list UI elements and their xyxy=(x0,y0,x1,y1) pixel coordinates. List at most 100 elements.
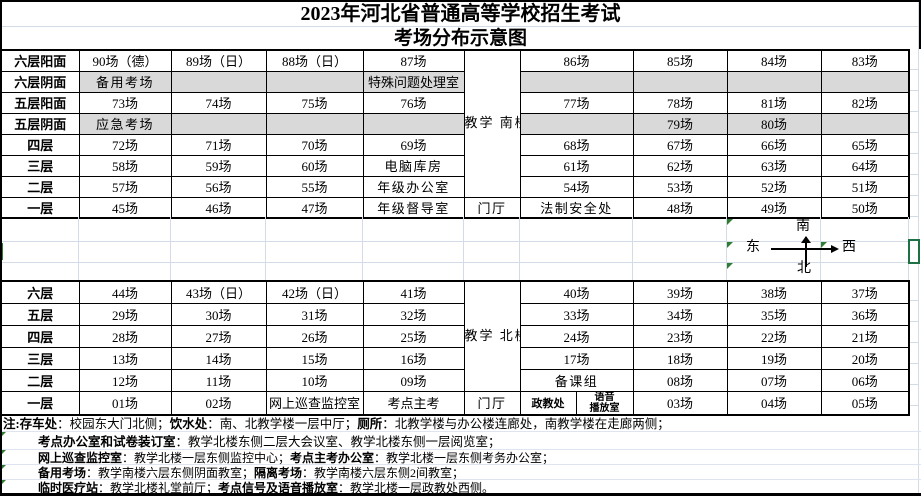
exam-room-cell[interactable]: 70场 xyxy=(265,133,364,156)
floor-label[interactable]: 六层阴面 xyxy=(0,70,80,93)
exam-room-cell[interactable]: 06场 xyxy=(820,368,910,392)
computer-storage-cell[interactable]: 电脑库房 xyxy=(362,154,465,177)
floor-label[interactable]: 一层 xyxy=(0,390,80,415)
grade-supervision-cell[interactable]: 年级督导室 xyxy=(362,196,465,219)
exam-room-cell[interactable]: 15场 xyxy=(265,346,364,370)
exam-room-cell[interactable]: 81场 xyxy=(726,91,822,114)
exam-room-cell[interactable]: 09场 xyxy=(362,368,465,392)
exam-room-cell[interactable]: 10场 xyxy=(265,368,364,392)
exam-room-cell[interactable]: 61场 xyxy=(519,154,634,177)
exam-room-cell[interactable]: 17场 xyxy=(519,346,634,370)
exam-room-cell[interactable]: 48场 xyxy=(632,196,728,219)
exam-room-cell[interactable]: 49场 xyxy=(726,196,822,219)
empty-cell[interactable] xyxy=(519,112,634,135)
backup-room-cell[interactable]: 备用考场 xyxy=(78,70,172,93)
empty-cell[interactable] xyxy=(632,70,728,93)
exam-room-cell[interactable]: 58场 xyxy=(78,154,172,177)
floor-label[interactable]: 四层 xyxy=(0,133,80,156)
floor-label[interactable]: 三层 xyxy=(0,346,80,370)
exam-room-cell[interactable]: 54场 xyxy=(519,175,634,198)
floor-label[interactable]: 二层 xyxy=(0,368,80,392)
exam-room-cell[interactable]: 68场 xyxy=(519,133,634,156)
empty-cell[interactable] xyxy=(170,112,267,135)
floor-label[interactable]: 二层 xyxy=(0,175,80,198)
exam-room-cell[interactable]: 50场 xyxy=(820,196,910,219)
emergency-room-cell[interactable]: 应急考场 xyxy=(78,112,172,135)
exam-room-cell[interactable]: 66场 xyxy=(726,133,822,156)
audio-broadcast-room-cell[interactable]: 语音 播放室 xyxy=(589,391,620,414)
floor-label[interactable]: 五层阴面 xyxy=(0,112,80,135)
note-row[interactable]: 考点办公室和试卷装订室 ：教学北楼东侧二层大会议室、教学北楼东侧一层阅览室； xyxy=(0,431,921,449)
exam-room-cell[interactable]: 63场 xyxy=(726,154,822,177)
empty-cell[interactable] xyxy=(362,112,465,135)
exam-room-cell[interactable]: 34场 xyxy=(632,302,728,326)
exam-room-cell[interactable]: 73场 xyxy=(78,91,172,114)
exam-room-cell[interactable]: 31场 xyxy=(265,302,364,326)
exam-room-cell[interactable]: 37场 xyxy=(820,280,910,304)
floor-label[interactable]: 六层阳面 xyxy=(0,49,80,72)
special-issue-room-cell[interactable]: 特殊问题处理室 xyxy=(362,70,465,93)
floor-label[interactable]: 一层 xyxy=(0,196,80,219)
exam-room-cell[interactable]: 69场 xyxy=(362,133,465,156)
empty-cell[interactable] xyxy=(265,70,364,93)
north-hall-cell[interactable]: 教学 北楼 中厅 xyxy=(463,280,521,392)
exam-room-cell[interactable]: 72场 xyxy=(78,133,172,156)
exam-room-cell[interactable]: 60场 xyxy=(265,154,364,177)
north-lobby-cell[interactable]: 门厅 xyxy=(463,390,521,415)
south-hall-cell[interactable]: 教学 南楼 中厅 xyxy=(463,49,521,198)
floor-label[interactable]: 六层 xyxy=(0,280,80,304)
exam-room-cell[interactable]: 47场 xyxy=(265,196,364,219)
exam-room-cell[interactable]: 57场 xyxy=(78,175,172,198)
exam-room-cell[interactable]: 14场 xyxy=(170,346,267,370)
exam-room-cell[interactable]: 86场 xyxy=(519,49,634,72)
empty-cell[interactable] xyxy=(726,70,822,93)
exam-room-cell[interactable]: 42场（日） xyxy=(265,280,364,304)
exam-room-cell[interactable]: 56场 xyxy=(170,175,267,198)
exam-room-cell[interactable]: 78场 xyxy=(632,91,728,114)
exam-room-cell[interactable]: 40场 xyxy=(519,280,634,304)
exam-room-cell[interactable]: 83场 xyxy=(820,49,910,72)
exam-room-cell[interactable]: 43场（日） xyxy=(170,280,267,304)
exam-room-cell[interactable]: 65场 xyxy=(820,133,910,156)
exam-room-cell[interactable]: 71场 xyxy=(170,133,267,156)
exam-room-cell[interactable]: 07场 xyxy=(726,368,822,392)
exam-room-cell[interactable]: 41场 xyxy=(362,280,465,304)
empty-cell[interactable] xyxy=(265,112,364,135)
exam-room-cell[interactable]: 33场 xyxy=(519,302,634,326)
exam-room-cell[interactable]: 38场 xyxy=(726,280,822,304)
exam-room-cell[interactable]: 79场 xyxy=(632,112,728,135)
exam-room-cell[interactable]: 82场 xyxy=(820,91,910,114)
empty-cell[interactable] xyxy=(820,70,910,93)
exam-room-cell[interactable]: 24场 xyxy=(519,324,634,348)
note-row[interactable]: 备用考场 ：教学南楼六层东侧阴面教室； 隔离考场 ：教学南楼六层东侧2间教室； xyxy=(0,464,921,480)
exam-room-cell[interactable]: 39场 xyxy=(632,280,728,304)
exam-room-cell[interactable]: 19场 xyxy=(726,346,822,370)
exam-room-cell[interactable]: 04场 xyxy=(726,390,822,415)
exam-room-cell[interactable]: 59场 xyxy=(170,154,267,177)
floor-label[interactable]: 四层 xyxy=(0,324,80,348)
exam-room-cell[interactable]: 90场（德） xyxy=(78,49,172,72)
exam-room-cell[interactable]: 77场 xyxy=(519,91,634,114)
exam-room-cell[interactable]: 30场 xyxy=(170,302,267,326)
note-row[interactable]: 网上巡查监控室 ：教学北楼一层东侧监控中心； 考点主考办公室 ：教学北楼一层东侧… xyxy=(0,449,921,465)
exam-room-cell[interactable]: 21场 xyxy=(820,324,910,348)
empty-cell[interactable] xyxy=(170,70,267,93)
online-monitoring-room-cell[interactable]: 网上巡查监控室 xyxy=(265,390,364,415)
exam-room-cell[interactable]: 20场 xyxy=(820,346,910,370)
lesson-prep-group-cell[interactable]: 备课组 xyxy=(519,368,634,392)
exam-room-cell[interactable]: 46场 xyxy=(170,196,267,219)
legal-security-cell[interactable]: 法制安全处 xyxy=(519,196,634,219)
exam-room-cell[interactable]: 22场 xyxy=(726,324,822,348)
exam-room-cell[interactable]: 85场 xyxy=(632,49,728,72)
split-cell[interactable]: 政教处 语音 播放室 xyxy=(519,390,634,415)
exam-room-cell[interactable]: 29场 xyxy=(78,302,172,326)
exam-room-cell[interactable]: 36场 xyxy=(820,302,910,326)
exam-room-cell[interactable]: 51场 xyxy=(820,175,910,198)
exam-room-cell[interactable]: 87场 xyxy=(362,49,465,72)
exam-room-cell[interactable]: 76场 xyxy=(362,91,465,114)
exam-room-cell[interactable]: 11场 xyxy=(170,368,267,392)
exam-room-cell[interactable]: 03场 xyxy=(632,390,728,415)
exam-room-cell[interactable]: 01场 xyxy=(78,390,172,415)
exam-room-cell[interactable]: 88场（日） xyxy=(265,49,364,72)
exam-room-cell[interactable]: 55场 xyxy=(265,175,364,198)
